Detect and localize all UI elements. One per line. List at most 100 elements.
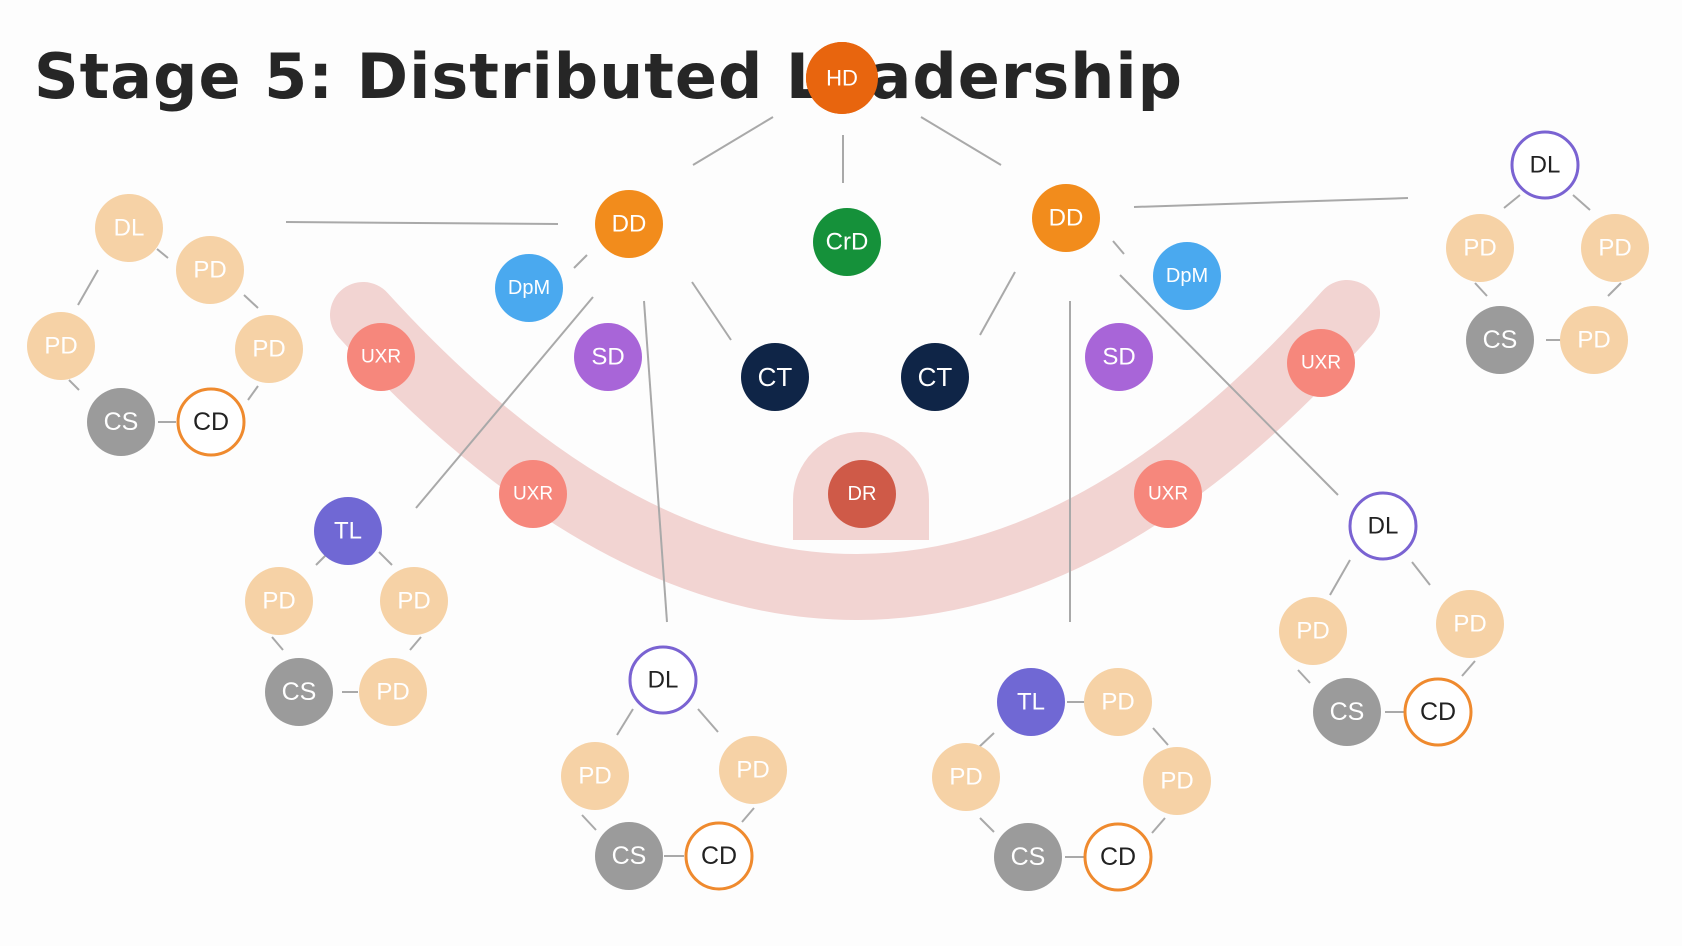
product-designer-label: PD — [252, 336, 285, 363]
content-strategist-node: CS — [265, 658, 333, 726]
team-lead-label: DL — [1530, 152, 1561, 179]
team-lead-label: TL — [1017, 689, 1045, 716]
design-program-manager-right-label: DpM — [1166, 265, 1208, 287]
design-research-lead-label: DR — [848, 483, 877, 505]
head-of-design-overlay-label: HD — [826, 66, 858, 91]
design-director-left-label: DD — [612, 211, 647, 238]
design-lead-node: DL — [1510, 130, 1580, 200]
content-strategist-node: CS — [1466, 306, 1534, 374]
content-strategist-label: CS — [104, 408, 139, 436]
creative-technologist-left-label: CT — [758, 362, 793, 392]
product-designer-node: PD — [176, 236, 244, 304]
product-designer-label: PD — [1453, 611, 1486, 638]
product-designer-node: PD — [27, 312, 95, 380]
content-designer-node: CD — [1083, 822, 1153, 892]
product-designer-label: PD — [1101, 689, 1134, 716]
product-designer-node: PD — [245, 567, 313, 635]
content-designer-label: CD — [1420, 698, 1456, 726]
design-director-right-node: DD — [1032, 184, 1100, 252]
content-strategist-label: CS — [1011, 843, 1046, 871]
product-designer-label: PD — [1160, 768, 1193, 795]
product-designer-label: PD — [1577, 327, 1610, 354]
design-director-left-node: DD — [595, 190, 663, 258]
product-designer-label: PD — [397, 588, 430, 615]
staff-designer-left-label: SD — [591, 344, 624, 371]
ux-researcher-node-2: UXR — [499, 460, 567, 528]
research-arc-band — [330, 280, 1380, 620]
product-designer-label: PD — [1463, 235, 1496, 262]
content-strategist-node: CS — [87, 388, 155, 456]
product-designer-node: PD — [1581, 214, 1649, 282]
product-designer-label: PD — [1598, 235, 1631, 262]
staff-designer-left-node: SD — [574, 323, 642, 391]
product-designer-node: PD — [235, 315, 303, 383]
content-designer-label: CD — [193, 408, 229, 436]
content-strategist-node: CS — [1313, 678, 1381, 746]
content-strategist-node: CS — [994, 823, 1062, 891]
product-designer-label: PD — [949, 764, 982, 791]
product-designer-node: PD — [1279, 597, 1347, 665]
product-designer-label: PD — [578, 763, 611, 790]
design-program-manager-right-node: DpM — [1153, 242, 1221, 310]
team-top-right: DL PD PD CS PD — [1446, 130, 1649, 374]
content-strategist-node: CS — [595, 822, 663, 890]
team-lead-label: DL — [1368, 513, 1399, 540]
team-top-left: DL PD PD PD CS CD — [27, 194, 303, 457]
leadership-core: HD DD CrD DD DpM DpM — [495, 42, 1221, 411]
content-designer-node: CD — [176, 387, 246, 457]
product-designer-label: PD — [193, 257, 226, 284]
team-mid-left: TL PD PD CS PD — [245, 497, 448, 726]
connectors — [68, 116, 1622, 858]
slide-title: Stage 5: Distributed Leadership — [34, 40, 1183, 113]
content-designer-label: CD — [701, 842, 737, 870]
head-of-design-overlay-node: HD — [806, 42, 878, 114]
product-designer-node: PD — [1436, 590, 1504, 658]
product-designer-node: PD — [380, 567, 448, 635]
ux-researcher-label-4: UXR — [1301, 353, 1341, 374]
design-lead-node: DL — [1348, 491, 1418, 561]
product-designer-node: PD — [561, 742, 629, 810]
product-designer-node: PD — [1084, 668, 1152, 736]
content-strategist-label: CS — [612, 842, 647, 870]
product-designer-node: PD — [359, 658, 427, 726]
staff-designer-right-node: SD — [1085, 323, 1153, 391]
ux-researcher-label-2: UXR — [513, 484, 553, 505]
design-director-right-label: DD — [1049, 205, 1084, 232]
research-nodes: UXR UXR DR UXR UXR — [347, 323, 1355, 528]
design-program-manager-left-node: DpM — [495, 254, 563, 322]
team-mid-right: DL PD PD CS CD — [1279, 491, 1504, 747]
team-lead-node: TL — [314, 497, 382, 565]
product-designer-node: PD — [1143, 747, 1211, 815]
product-designer-label: PD — [262, 588, 295, 615]
product-designer-node: PD — [1560, 306, 1628, 374]
creative-director-node: CrD — [813, 208, 881, 276]
product-designer-label: PD — [1296, 618, 1329, 645]
ux-researcher-node-4: UXR — [1287, 329, 1355, 397]
team-lead-node: TL — [997, 668, 1065, 736]
design-lead-node: DL — [628, 645, 698, 715]
content-designer-label: CD — [1100, 843, 1136, 871]
design-lead-node: DL — [95, 194, 163, 262]
content-strategist-label: CS — [1483, 326, 1518, 354]
creative-director-label: CrD — [826, 229, 869, 256]
creative-technologist-right-label: CT — [918, 362, 953, 392]
content-designer-node: CD — [684, 821, 754, 891]
content-strategist-label: CS — [282, 678, 317, 706]
team-lead-label: DL — [648, 667, 679, 694]
design-research-lead-node: DR — [828, 460, 896, 528]
product-designer-label: PD — [44, 333, 77, 360]
product-designer-node: PD — [719, 736, 787, 804]
product-designer-node: PD — [932, 743, 1000, 811]
content-strategist-label: CS — [1330, 698, 1365, 726]
team-bottom-center-left: DL PD PD CS CD — [561, 645, 787, 891]
team-lead-label: TL — [334, 518, 362, 545]
creative-technologist-right-node: CT — [901, 343, 969, 411]
team-bottom-center-right: TL PD PD PD CS CD — [932, 668, 1211, 892]
ux-researcher-label-3: UXR — [1148, 484, 1188, 505]
ux-researcher-node-3: UXR — [1134, 460, 1202, 528]
staff-designer-right-label: SD — [1102, 344, 1135, 371]
design-program-manager-left-label: DpM — [508, 277, 550, 299]
creative-technologist-left-node: CT — [741, 343, 809, 411]
